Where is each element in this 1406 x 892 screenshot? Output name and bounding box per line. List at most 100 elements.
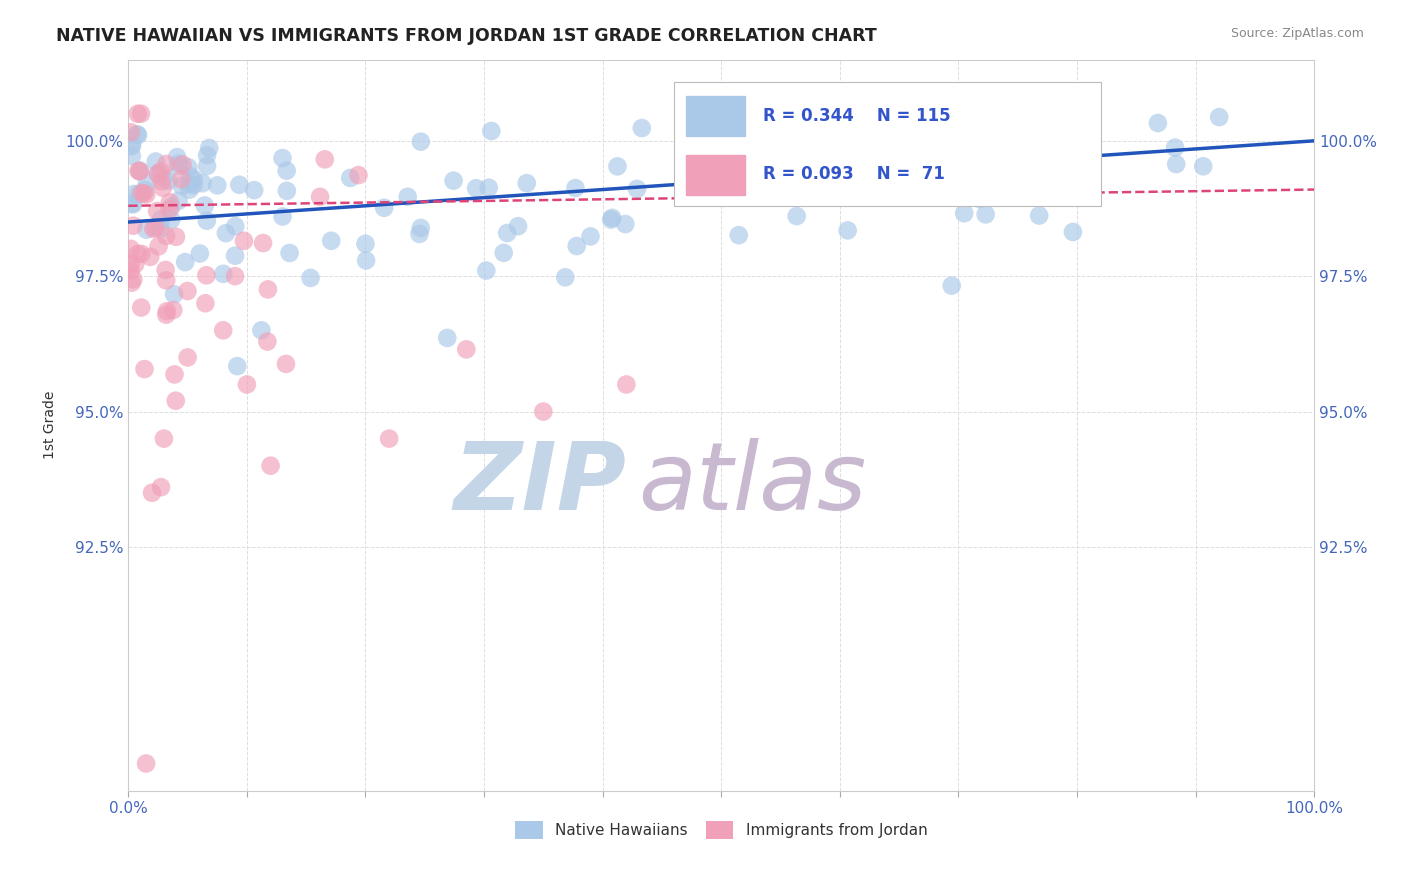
Point [626,182,648,196]
Point [155,308,177,322]
Point [129,163,152,178]
Point [564,181,586,195]
Point [135,756,157,771]
Point [339,170,361,185]
Point [195,159,218,173]
Point [128,186,150,201]
Point [966,126,988,140]
Point [1192,159,1215,173]
Point [131,186,153,200]
Point [980,172,1002,186]
Point [141,485,163,500]
Point [167,159,190,173]
Point [1059,131,1081,145]
Point [354,253,377,268]
Text: NATIVE HAWAIIAN VS IMMIGRANTS FROM JORDAN 1ST GRADE CORRELATION CHART: NATIVE HAWAIIAN VS IMMIGRANTS FROM JORDA… [56,27,877,45]
Text: ZIP: ZIP [454,438,626,530]
Point [814,165,837,179]
Point [129,301,152,315]
Point [877,165,900,179]
Point [145,154,167,169]
Point [614,377,637,392]
Point [146,167,169,181]
Point [228,178,250,192]
Point [531,404,554,418]
Point [236,377,259,392]
Point [194,198,217,212]
Point [159,195,181,210]
Point [176,351,198,365]
Point [172,158,194,172]
Point [1062,225,1084,239]
Point [271,210,294,224]
Point [354,236,377,251]
Point [179,178,201,192]
Point [128,164,150,178]
Point [177,160,200,174]
Point [606,160,628,174]
Point [195,148,218,162]
Point [127,128,149,142]
Point [160,200,183,214]
Point [129,107,152,121]
Point [727,228,749,243]
Point [134,183,156,197]
Point [443,174,465,188]
Point [409,221,432,235]
Point [165,393,187,408]
Point [145,220,167,235]
FancyBboxPatch shape [686,154,745,194]
Point [950,184,973,198]
Point [122,197,145,211]
Point [134,362,156,376]
Point [614,217,637,231]
Point [299,271,322,285]
Point [183,172,205,186]
Point [974,207,997,221]
Point [132,186,155,201]
Point [183,178,205,193]
Point [224,269,246,284]
Point [120,257,142,271]
Point [191,176,214,190]
Point [150,480,173,494]
Point [436,331,458,345]
Point [146,204,169,219]
Point [136,175,159,189]
Point [309,190,332,204]
Point [121,139,143,153]
Point [122,187,145,202]
Point [465,181,488,195]
Point [135,187,157,202]
Point [252,235,274,250]
Point [859,135,882,149]
Point [155,157,177,171]
Point [506,219,529,234]
Point [167,194,190,208]
Point [121,137,143,152]
Point [1056,161,1078,175]
Point [167,156,190,170]
Point [149,164,172,178]
Point [600,212,623,227]
Point [159,202,181,217]
Point [224,219,246,234]
Legend: Native Hawaiians, Immigrants from Jordan: Native Hawaiians, Immigrants from Jordan [509,815,934,845]
Point [1147,116,1170,130]
Point [120,242,142,256]
Point [142,222,165,236]
Point [991,146,1014,161]
Point [630,121,652,136]
Point [1028,209,1050,223]
Point [198,141,221,155]
Point [373,201,395,215]
Point [127,128,149,142]
Point [166,150,188,164]
Point [232,234,254,248]
Point [156,304,179,318]
Point [162,303,184,318]
Point [155,273,177,287]
Point [314,153,336,167]
Point [969,192,991,206]
Point [224,249,246,263]
